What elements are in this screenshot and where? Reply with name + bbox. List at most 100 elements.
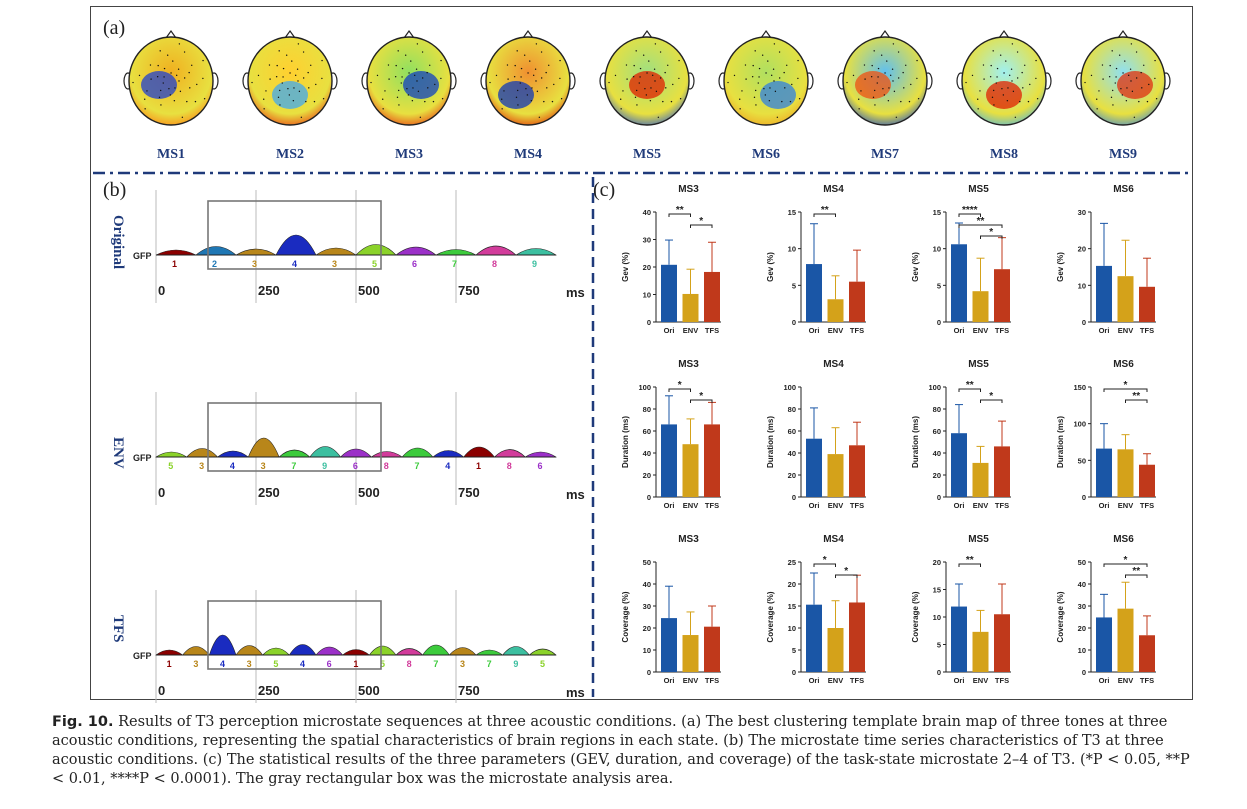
segment-number: 6 (538, 461, 543, 471)
significance-label: ** (966, 555, 974, 566)
gfp-segment (432, 450, 465, 458)
y-tick-label: 10 (1078, 646, 1086, 655)
segment-number: 7 (414, 461, 419, 471)
segment-number: 7 (452, 259, 457, 269)
x-tick-label: TFS (850, 501, 864, 510)
y-tick-label: 5 (792, 646, 796, 655)
y-axis-label: Gev (%) (621, 252, 630, 282)
y-tick-label: 0 (1082, 668, 1086, 677)
chart-title: MS3 (678, 534, 699, 545)
y-tick-label: 20 (933, 558, 941, 567)
y-tick-label: 10 (788, 245, 796, 254)
bar-ori (951, 606, 967, 672)
figure-caption: Fig. 10. Results of T3 perception micros… (52, 713, 1202, 789)
map-blob (855, 71, 891, 99)
segment-number: 5 (540, 659, 545, 669)
y-axis-label: Duration (ms) (911, 416, 920, 468)
segment-number: 3 (199, 461, 204, 471)
y-tick-label: 20 (1078, 624, 1086, 633)
brain-map-ms8: MS8 (956, 27, 1052, 162)
segment-number: 9 (322, 461, 327, 471)
chart-title: MS4 (823, 359, 844, 370)
x-tick-label: ENV (1118, 501, 1133, 510)
gfp-row-original: Original 1 2 3 4 3 5 6 7 8 9 GFP 0 250 500 750 ms (91, 185, 591, 315)
significance-label: ** (966, 380, 974, 391)
bar-tfs (994, 614, 1010, 672)
y-tick-label: 0 (647, 668, 651, 677)
segment-number: 4 (445, 461, 450, 471)
chart-title: MS6 (1113, 534, 1134, 545)
y-tick-label: 10 (933, 245, 941, 254)
x-tick-label: TFS (850, 676, 864, 685)
head-outline (961, 36, 1047, 126)
y-tick-label: 30 (1078, 602, 1086, 611)
significance-label: ** (821, 205, 829, 216)
y-tick-label: 20 (1078, 245, 1086, 254)
x-tick-label: Ori (809, 501, 820, 510)
y-axis-label: Coverage (%) (911, 591, 920, 642)
bar-chart-ms6-duration: MS6 Duration (ms) 0 50 100 150 Ori ENV TFS * ** (1041, 357, 1191, 527)
gfp-segment (275, 234, 317, 256)
bar-ori (951, 244, 967, 322)
segment-number: 4 (230, 461, 235, 471)
y-tick-label: 5 (937, 281, 941, 290)
bar-chart-ms5-duration: MS5 Duration (ms) 0 20 40 60 80 100 Ori ENV TFS ** * (896, 357, 1046, 527)
time-unit: ms (566, 285, 585, 300)
significance-bracket (1125, 574, 1148, 578)
nose (522, 29, 534, 39)
gfp-segment (339, 448, 373, 458)
x-tick-label: Ori (664, 676, 675, 685)
brain-map-label: MS6 (752, 147, 780, 162)
brain-map-label: MS7 (871, 147, 899, 162)
bar-env (1117, 608, 1134, 672)
y-tick-label: 15 (933, 586, 941, 595)
x-tick-label: ENV (973, 501, 988, 510)
map-blob (1117, 71, 1153, 99)
brain-map-ms3: MS3 (361, 27, 457, 162)
gfp-segment (463, 446, 496, 458)
significance-bracket (958, 388, 981, 392)
gfp-axis-label: GFP (133, 251, 152, 261)
gfp-row-env: ENV 5 3 4 3 7 9 6 8 7 4 1 8 6 GFP 0 250 500 750 ms (91, 387, 591, 517)
significance-bracket (1103, 388, 1148, 392)
y-axis-label: Duration (ms) (766, 416, 775, 468)
y-tick-label: 10 (643, 291, 651, 300)
brain-map-label: MS5 (633, 147, 661, 162)
segment-number: 8 (407, 659, 412, 669)
time-tick-label: 750 (458, 283, 480, 298)
y-tick-label: 50 (1078, 456, 1086, 465)
bar-env (682, 635, 699, 672)
chart-title: MS5 (968, 534, 989, 545)
y-tick-label: 80 (643, 405, 651, 414)
significance-bracket (980, 399, 1003, 403)
nose (641, 29, 653, 39)
gfp-segment (315, 247, 357, 256)
brain-map-ms2: MS2 (242, 27, 338, 162)
bar-chart-ms3-gev: MS3 Gev (%) 0 10 20 30 40 Ori ENV TFS ** * (606, 182, 756, 352)
y-tick-label: 15 (933, 208, 941, 217)
bar-env (827, 299, 844, 322)
chart-title: MS4 (823, 184, 844, 195)
significance-label: * (699, 391, 703, 402)
x-tick-label: Ori (809, 326, 820, 335)
y-tick-label: 25 (788, 558, 796, 567)
time-tick-label: 250 (258, 683, 280, 698)
segment-number: 1 (476, 461, 481, 471)
significance-bracket (690, 399, 713, 403)
gfp-segment (309, 446, 342, 458)
bar-chart-ms4-duration: MS4 Duration (ms) 0 20 40 60 80 100 Ori ENV TFS (751, 357, 901, 527)
y-tick-label: 0 (792, 668, 796, 677)
y-tick-label: 0 (1082, 493, 1086, 502)
significance-label: ** (676, 205, 684, 216)
y-axis-label: Duration (ms) (621, 416, 630, 468)
significance-label: * (678, 380, 682, 391)
chart-title: MS6 (1113, 359, 1134, 370)
significance-bracket (958, 563, 981, 567)
segment-number: 4 (292, 259, 297, 269)
map-blob (403, 71, 439, 99)
segment-number: 4 (220, 659, 225, 669)
bar-ori (1096, 448, 1112, 497)
significance-label: * (699, 216, 703, 227)
segment-number: 3 (193, 659, 198, 669)
bar-ori (661, 424, 677, 497)
